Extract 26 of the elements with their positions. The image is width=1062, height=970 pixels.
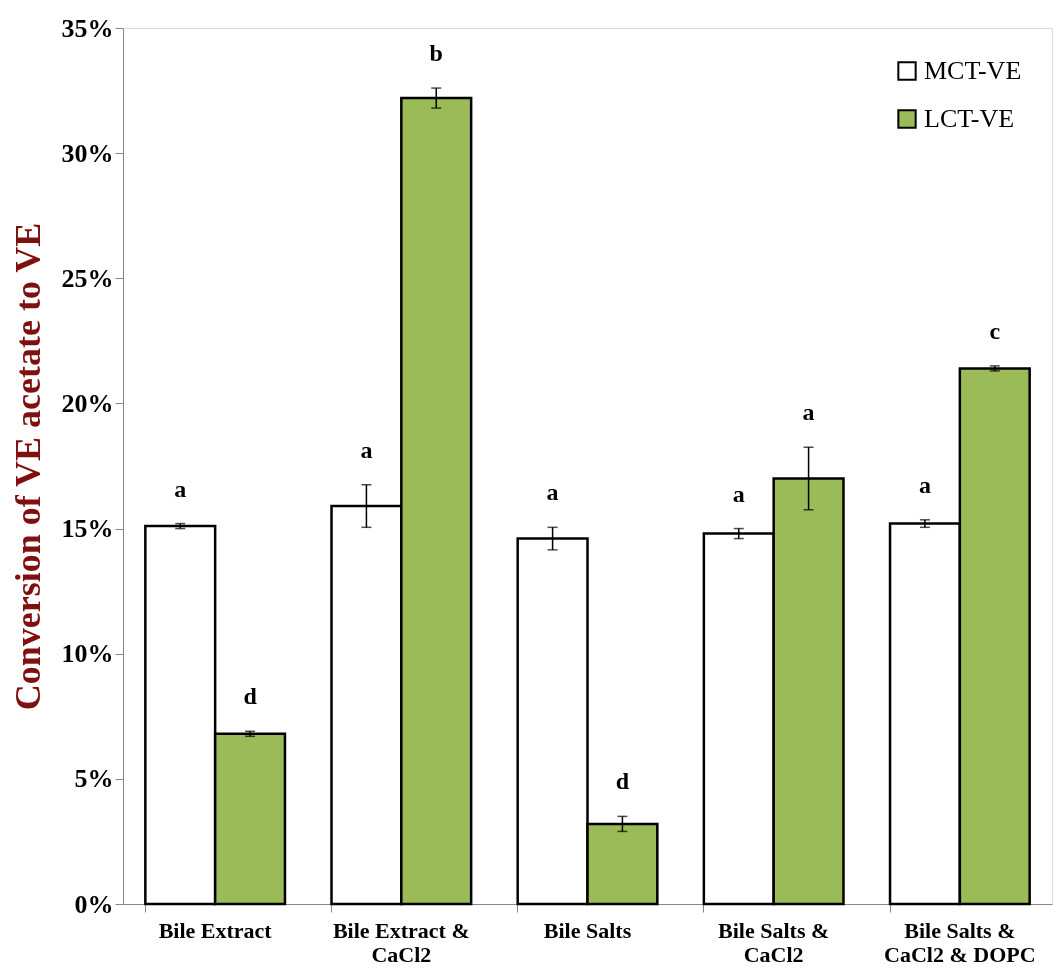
x-tick-label: Bile Extract & CaCl2 (332, 917, 470, 967)
legend-label: LCT-VE (924, 104, 1015, 133)
x-tick-label: Bile Salts & CaCl2 & DOPC (884, 917, 1036, 967)
annotation: a (546, 479, 559, 506)
annotation: a (802, 399, 815, 426)
y-tick-label: 25% (61, 263, 114, 293)
y-axis-title: Conversion of VE acetate to VE (7, 222, 48, 711)
x-tick-label: Bile Extract (158, 917, 273, 943)
y-tick-label: 15% (61, 514, 114, 544)
x-tick-label: Bile Salts (543, 917, 632, 943)
y-tick-label: 0% (74, 889, 114, 919)
y-tick-label: 30% (61, 138, 114, 168)
annotation: a (174, 475, 187, 502)
legend-label: MCT-VE (924, 56, 1022, 85)
annotation: d (243, 683, 258, 710)
annotation: a (732, 480, 745, 507)
annotation: b (429, 40, 443, 67)
y-tick-label: 35% (61, 13, 114, 43)
x-tick-label: Bile Salts & CaCl2 (718, 917, 830, 967)
y-tick-label: 10% (61, 639, 114, 669)
annotation: a (360, 436, 373, 463)
y-tick-label: 5% (74, 764, 114, 794)
annotation: a (918, 471, 931, 498)
y-tick-label: 20% (61, 388, 114, 418)
annotation: c (989, 317, 1001, 344)
annotation: d (615, 768, 630, 795)
